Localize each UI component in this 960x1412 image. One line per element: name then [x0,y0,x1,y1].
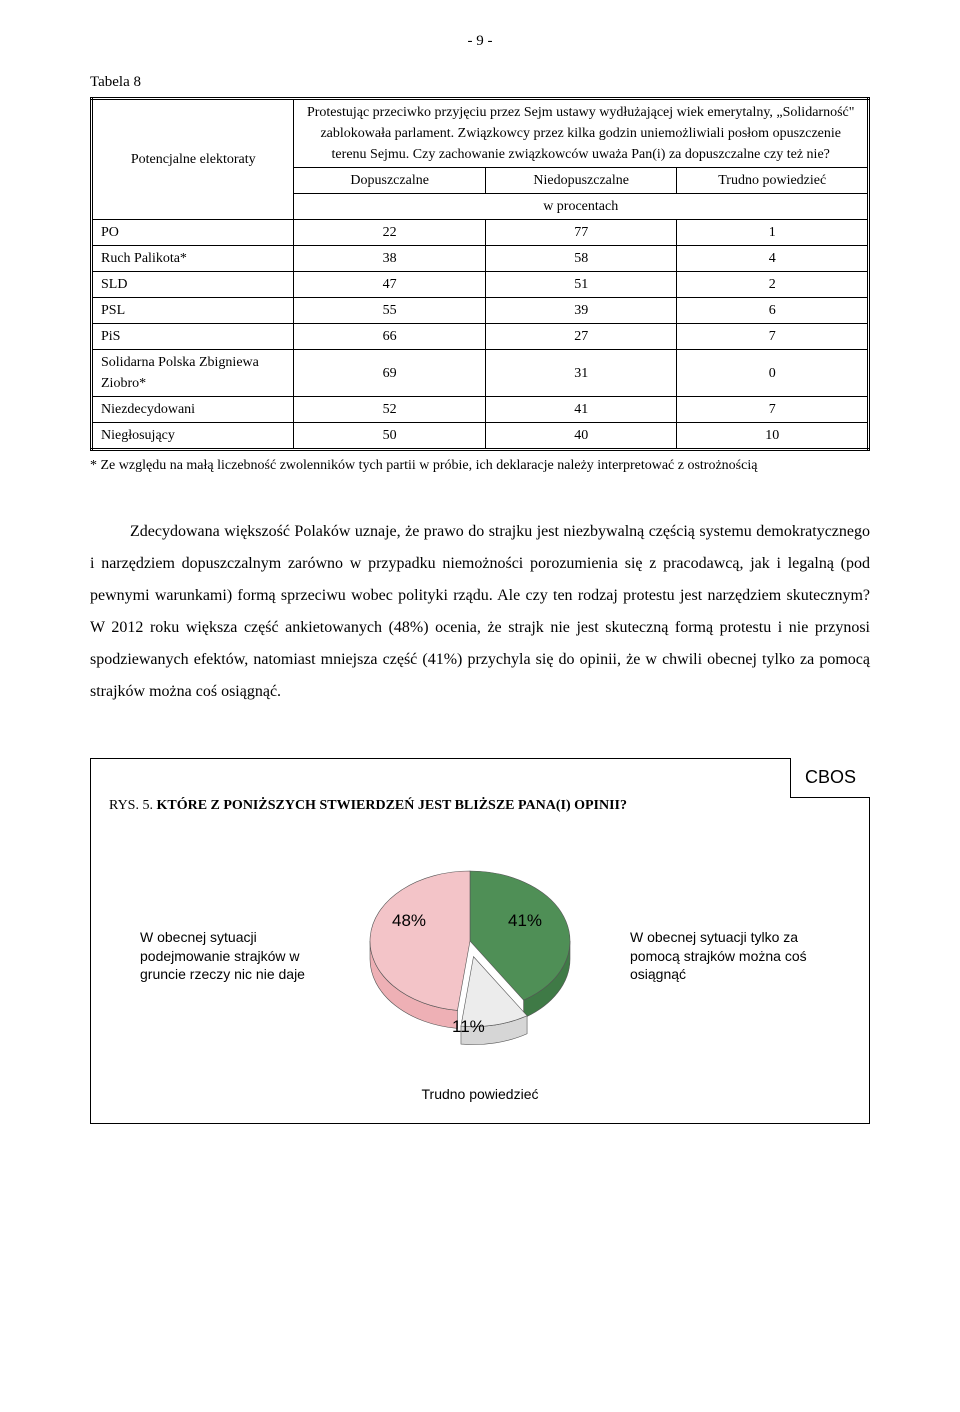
cell-value: 41 [485,397,677,423]
body-paragraph: Zdecydowana większość Polaków uznaje, że… [90,516,870,708]
pct-right: 41% [508,908,542,934]
cell-value: 51 [485,272,677,298]
col-trudno: Trudno powiedzieć [677,168,869,194]
cell-value: 0 [677,350,869,397]
cell-value: 50 [294,423,486,450]
col-dopuszczalne: Dopuszczalne [294,168,486,194]
header-left: Potencjalne elektoraty [92,99,294,220]
page-number: - 9 - [90,30,870,53]
col-niedopuszczalne: Niedopuszczalne [485,168,677,194]
cell-value: 27 [485,324,677,350]
table-body: PO22771Ruch Palikota*38584SLD47512PSL553… [92,220,869,450]
cell-value: 7 [677,324,869,350]
cell-value: 58 [485,246,677,272]
cell-value: 38 [294,246,486,272]
cell-value: 40 [485,423,677,450]
units-label: w procentach [294,194,869,220]
chart-title-prefix: RYS. 5. [109,798,156,813]
cell-value: 1 [677,220,869,246]
cbos-badge: CBOS [790,758,870,798]
cell-value: 77 [485,220,677,246]
row-label: Solidarna Polska Zbigniewa Ziobro* [92,350,294,397]
cell-value: 7 [677,397,869,423]
cell-value: 6 [677,298,869,324]
chart-right-label: W obecnej sytuacji tylko za pomocą straj… [630,928,820,985]
page: - 9 - Tabela 8 Potencjalne elektoraty Pr… [0,0,960,1174]
pct-bottom: 11% [452,1014,485,1040]
cell-value: 55 [294,298,486,324]
cell-value: 22 [294,220,486,246]
table-row: Niegłosujący504010 [92,423,869,450]
cell-value: 31 [485,350,677,397]
cell-value: 2 [677,272,869,298]
row-label: PO [92,220,294,246]
row-label: Niegłosujący [92,423,294,450]
data-table: Potencjalne elektoraty Protestując przec… [90,97,870,451]
cell-value: 69 [294,350,486,397]
table-header-row: Potencjalne elektoraty Protestując przec… [92,99,869,168]
cell-value: 52 [294,397,486,423]
table-row: SLD47512 [92,272,869,298]
chart-card: CBOS RYS. 5. KTÓRE Z PONIŻSZYCH STWIERDZ… [90,758,870,1124]
table-caption: Tabela 8 [90,71,870,94]
cell-value: 47 [294,272,486,298]
cell-value: 66 [294,324,486,350]
row-label: PiS [92,324,294,350]
table-row: Ruch Palikota*38584 [92,246,869,272]
cell-value: 10 [677,423,869,450]
chart-bottom-label: Trudno powiedzieć [109,1084,851,1105]
table-row: PiS66277 [92,324,869,350]
table-row: PO22771 [92,220,869,246]
chart-title: RYS. 5. KTÓRE Z PONIŻSZYCH STWIERDZEŃ JE… [109,795,851,816]
pct-left: 48% [392,908,426,934]
row-label: PSL [92,298,294,324]
table-row: PSL55396 [92,298,869,324]
cell-value: 39 [485,298,677,324]
row-label: Niezdecydowani [92,397,294,423]
table-row: Solidarna Polska Zbigniewa Ziobro*69310 [92,350,869,397]
pie-chart: 48% 41% 11% [330,846,610,1066]
row-label: Ruch Palikota* [92,246,294,272]
table-footnote: * Ze względu na małą liczebność zwolenni… [90,455,870,476]
chart-left-label: W obecnej sytuacji podejmowanie strajków… [140,928,310,985]
chart-title-bold: KTÓRE Z PONIŻSZYCH STWIERDZEŃ JEST BLIŻS… [156,798,627,813]
cell-value: 4 [677,246,869,272]
chart-row: W obecnej sytuacji podejmowanie strajków… [109,846,851,1066]
table-row: Niezdecydowani52417 [92,397,869,423]
header-question: Protestując przeciwko przyjęciu przez Se… [294,99,869,168]
row-label: SLD [92,272,294,298]
